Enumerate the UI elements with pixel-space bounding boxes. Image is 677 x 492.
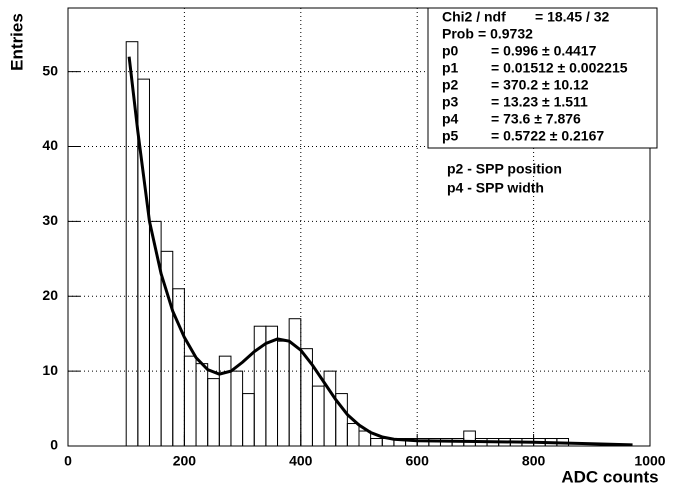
y-tick-label: 50 (42, 62, 58, 78)
annotation: p4 - SPP width (447, 180, 544, 196)
histogram-bar (230, 370, 244, 447)
x-tick-label: 400 (289, 453, 313, 469)
histogram-bar (218, 355, 232, 447)
plot-frame (67, 7, 651, 447)
histogram-bar (183, 355, 197, 447)
stats-label: p0 (442, 43, 459, 59)
x-axis-label: ADC counts (561, 467, 658, 486)
stats-label: p3 (442, 94, 459, 110)
x-tick-label: 800 (522, 453, 546, 469)
stats-label: p4 (442, 111, 459, 127)
histogram-bar (242, 393, 255, 447)
stats-label: Chi2 / ndf (442, 9, 506, 25)
stats-label: p1 (442, 60, 459, 76)
stats-label: p5 (442, 128, 459, 144)
stats-value: = 73.6 ± 7.876 (491, 111, 581, 127)
histogram-bar (288, 318, 302, 447)
y-tick-label: 30 (42, 212, 58, 228)
histogram-bar (125, 41, 139, 447)
stats-value: = 0.01512 ± 0.002215 (491, 60, 628, 76)
y-tick-label: 10 (42, 362, 58, 378)
x-tick-label: 0 (64, 453, 72, 469)
stats-value: = 0.996 ± 0.4417 (491, 43, 597, 59)
stats-value: = 0.9732 (478, 26, 533, 42)
stats-value: = 0.5722 ± 0.2167 (491, 128, 604, 144)
y-axis-label: Entries (7, 13, 26, 71)
stats-label: p2 (442, 77, 459, 93)
histogram-bar (370, 438, 383, 447)
annotation: p2 - SPP position (447, 161, 562, 177)
stats-value: = 370.2 ± 10.12 (491, 77, 589, 93)
histogram-bar (358, 430, 372, 447)
y-tick-label: 20 (42, 287, 58, 303)
fit-curve (127, 56, 633, 447)
histogram-bar (311, 385, 325, 447)
histogram-bar (207, 378, 220, 447)
histogram-bar (346, 423, 360, 447)
x-tick-label: 200 (173, 453, 197, 469)
histogram-bar (148, 220, 162, 447)
stats-value: = 18.45 / 32 (535, 9, 610, 25)
stats-box (427, 7, 658, 149)
y-tick-label: 0 (50, 437, 58, 453)
x-tick-label: 1000 (634, 453, 665, 469)
histogram-bar (195, 363, 209, 447)
histogram-bar (277, 340, 290, 447)
stats-value: = 13.23 ± 1.511 (491, 94, 588, 110)
y-tick-label: 40 (42, 137, 58, 153)
histogram-bar (463, 430, 476, 447)
stats-label: Prob (442, 26, 474, 42)
x-tick-label: 600 (406, 453, 430, 469)
